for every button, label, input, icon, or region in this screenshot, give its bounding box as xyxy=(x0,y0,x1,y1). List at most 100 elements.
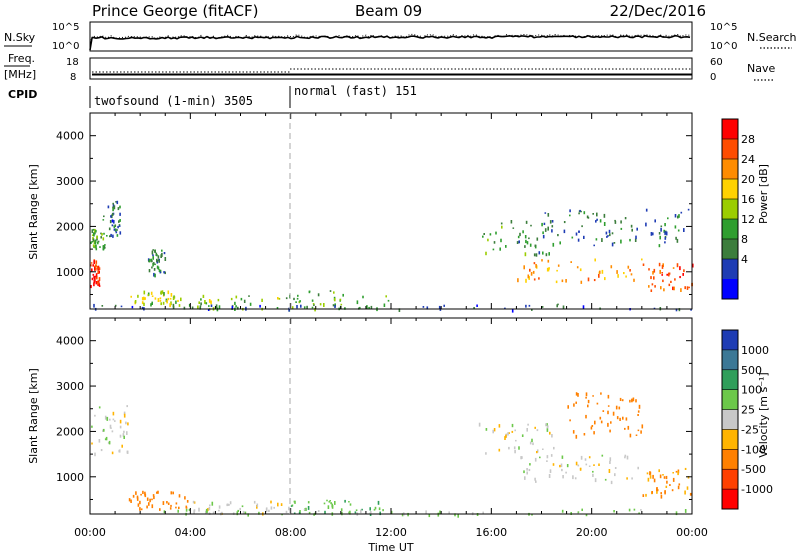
power-cell xyxy=(645,208,648,212)
velocity-cell xyxy=(677,485,680,490)
power-cell xyxy=(94,277,96,282)
power-cell xyxy=(634,238,637,242)
power-cell xyxy=(151,260,153,263)
power-cell xyxy=(118,224,121,227)
velocity-cell xyxy=(656,489,658,494)
velocity-cell xyxy=(689,492,692,496)
power-cell xyxy=(530,224,532,227)
velocity-cell xyxy=(684,509,687,513)
cpid-panel: CPID twofsound (1-min) 3505 normal (fast… xyxy=(8,84,417,108)
power-cell xyxy=(596,212,598,217)
velocity-cell xyxy=(579,467,582,471)
velocity-cell xyxy=(185,508,188,512)
velocity-cell xyxy=(270,506,273,510)
power-cell xyxy=(98,267,101,270)
power-cell xyxy=(95,273,98,276)
power-cell xyxy=(531,308,533,311)
velocity-cell xyxy=(175,506,177,509)
power-cell xyxy=(524,235,527,239)
power-cell xyxy=(501,225,503,229)
power-cell xyxy=(98,285,101,287)
velocity-cell xyxy=(615,405,618,410)
power-cell xyxy=(94,241,96,245)
power-cell xyxy=(91,277,94,281)
power-cell xyxy=(334,305,336,308)
velocity-cell xyxy=(633,508,636,511)
power-cell xyxy=(249,302,252,306)
power-cell xyxy=(668,283,671,287)
power-cell xyxy=(511,309,514,313)
power-cell xyxy=(535,253,538,257)
power-cell xyxy=(200,302,202,306)
power-cell xyxy=(306,305,308,310)
power-cell xyxy=(93,275,95,279)
velocity-cell xyxy=(574,477,577,480)
power-cell xyxy=(148,258,151,263)
power-cell xyxy=(530,272,533,276)
velocity-cell xyxy=(511,423,514,428)
power-cell xyxy=(103,215,105,218)
velocity-cell xyxy=(627,425,630,430)
power-cell xyxy=(370,305,373,310)
power-cell xyxy=(95,268,97,271)
power-cell xyxy=(547,268,550,272)
velocity-cell xyxy=(307,501,310,504)
time-tick-label: 00:00 xyxy=(676,526,708,539)
power-cell xyxy=(93,232,95,236)
velocity-cell xyxy=(524,476,526,480)
power-cell xyxy=(664,241,666,244)
power-cell xyxy=(141,301,144,305)
power-colorbar-segment xyxy=(722,139,738,160)
velocity-cell xyxy=(575,434,578,439)
velocity-cell xyxy=(144,491,146,496)
velocity-cell xyxy=(546,460,548,462)
velocity-cell xyxy=(599,416,602,420)
power-cell xyxy=(607,235,609,237)
freq-left-unit: [MHz] xyxy=(4,68,36,81)
velocity-cell xyxy=(551,434,553,438)
power-cell xyxy=(95,275,97,278)
velocity-cell xyxy=(559,464,561,468)
power-cell xyxy=(534,244,537,247)
velocity-cell xyxy=(665,475,668,480)
velocity-cell xyxy=(140,493,142,496)
power-cell xyxy=(170,301,172,306)
noise-right-label: N.Search xyxy=(747,31,797,44)
noise-panel-frame xyxy=(89,21,693,52)
velocity-cell xyxy=(621,399,624,402)
power-cell xyxy=(516,241,519,244)
power-cell xyxy=(510,220,513,224)
power-cell xyxy=(90,241,92,244)
velocity-cell xyxy=(123,413,126,418)
velocity-colorbar: 1000 500 100 25 -25 -100 -500 -1000 xyxy=(721,329,773,510)
velocity-cell xyxy=(265,508,268,512)
power-cell xyxy=(548,252,550,256)
power-cell xyxy=(98,270,100,274)
power-cell xyxy=(482,235,484,238)
time-axis-title: Time UT xyxy=(367,541,413,554)
velocity-axis-ticks: 1000 2000 3000 4000 xyxy=(56,318,693,514)
power-cell xyxy=(91,268,93,271)
velocity-cell xyxy=(549,469,552,473)
velocity-cell xyxy=(569,419,571,422)
power-cell xyxy=(536,237,539,241)
power-cell xyxy=(291,306,294,310)
power-cell xyxy=(650,289,653,292)
power-cell xyxy=(102,245,105,248)
velocity-cell xyxy=(328,501,331,503)
power-cell xyxy=(547,226,549,231)
nave-right-tick-high: 60 xyxy=(710,57,723,68)
velocity-cell xyxy=(577,464,580,467)
velocity-colorbar-segment xyxy=(722,349,738,371)
power-colorbar-segment xyxy=(722,219,738,240)
velocity-cell xyxy=(600,420,603,424)
power-cell xyxy=(111,214,113,219)
velocity-cell xyxy=(326,499,328,502)
velocity-cell xyxy=(671,489,674,492)
power-cell xyxy=(538,277,540,280)
velocity-cell xyxy=(535,480,537,483)
velocity-cell xyxy=(126,431,128,435)
power-cell xyxy=(96,265,99,270)
velocity-cell xyxy=(157,490,159,494)
